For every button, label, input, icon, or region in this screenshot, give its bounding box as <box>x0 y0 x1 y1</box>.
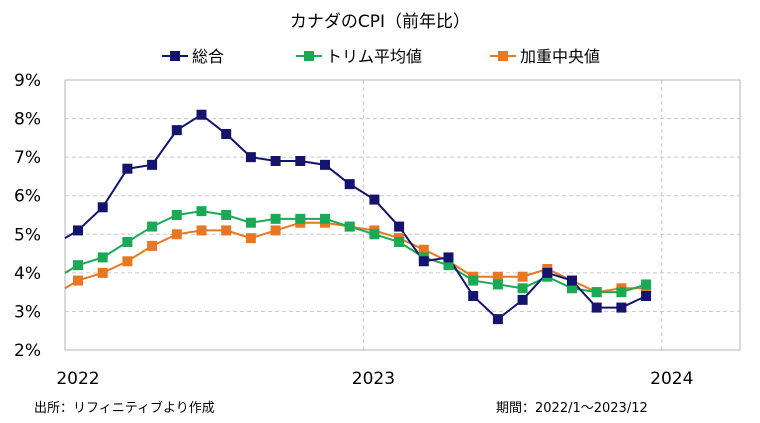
grid-lines <box>65 79 740 350</box>
y-tick-label: 4% <box>14 264 41 284</box>
data-point <box>196 109 207 120</box>
data-point <box>221 129 232 139</box>
data-point <box>147 240 158 251</box>
x-tick-label: 2022 <box>56 369 99 389</box>
data-point <box>468 275 479 286</box>
data-point <box>492 314 503 325</box>
data-point <box>147 159 158 170</box>
data-point <box>369 229 380 240</box>
data-point <box>122 256 133 267</box>
data-point <box>591 302 602 313</box>
data-point <box>171 125 182 136</box>
data-point <box>245 233 256 244</box>
data-point <box>97 267 108 278</box>
legend-label: 加重中央値 <box>520 47 600 66</box>
data-point <box>270 213 281 224</box>
data-point <box>221 225 232 236</box>
y-tick-labels: 2% 3% 4% 5% 6% 7% 8% 9% <box>14 71 41 361</box>
x-tick-labels: 2022 2023 2024 <box>56 369 693 389</box>
data-point <box>295 156 306 166</box>
data-point <box>245 152 256 163</box>
data-point <box>295 213 306 224</box>
x-tick-label: 2023 <box>352 369 395 389</box>
data-point <box>468 291 479 301</box>
data-point <box>567 283 577 294</box>
data-point <box>122 163 133 174</box>
data-point <box>443 252 454 263</box>
data-point <box>418 244 429 255</box>
data-point <box>270 225 281 236</box>
x-tick-label: 2024 <box>650 369 693 389</box>
data-point <box>369 194 380 205</box>
data-point <box>122 237 133 247</box>
data-point <box>97 202 108 213</box>
data-point <box>517 294 528 305</box>
data-point <box>517 283 528 294</box>
data-point <box>73 275 83 286</box>
data-point <box>270 156 281 166</box>
data-point <box>171 229 182 240</box>
legend: 総合 トリム平均値 加重中央値 <box>162 47 600 66</box>
data-point <box>394 221 405 232</box>
legend-marker <box>498 51 508 61</box>
data-point <box>394 237 405 247</box>
axes <box>64 79 741 351</box>
y-tick-label: 3% <box>14 302 41 322</box>
series-markers <box>73 109 652 325</box>
legend-label: トリム平均値 <box>326 47 422 66</box>
data-point <box>221 210 232 220</box>
legend-marker <box>304 51 314 61</box>
data-point <box>171 210 182 220</box>
chart-title: カナダのCPI（前年比） <box>290 12 470 32</box>
y-tick-label: 9% <box>14 71 41 91</box>
data-point <box>641 279 652 290</box>
data-point <box>196 206 207 217</box>
series-line <box>64 113 647 321</box>
data-point <box>320 159 330 170</box>
legend-marker <box>170 51 180 61</box>
data-point <box>344 179 355 190</box>
y-tick-label: 2% <box>14 341 41 361</box>
data-point <box>73 260 83 271</box>
data-point <box>542 267 553 278</box>
y-tick-label: 7% <box>14 148 41 168</box>
data-point <box>245 217 256 228</box>
data-point <box>320 213 330 224</box>
data-point <box>418 256 429 267</box>
data-point <box>147 221 158 232</box>
data-point <box>73 225 83 236</box>
y-tick-label: 6% <box>14 187 41 207</box>
data-point <box>344 221 355 232</box>
legend-label: 総合 <box>192 47 224 66</box>
data-point <box>616 287 627 298</box>
period-note: 期間：2022/1～2023/12 <box>496 401 648 416</box>
plot-border <box>64 79 741 351</box>
data-point <box>97 252 108 263</box>
data-point <box>517 271 528 282</box>
data-point <box>443 260 454 271</box>
data-point <box>196 225 207 236</box>
data-point <box>492 271 503 282</box>
y-tick-label: 8% <box>14 110 41 130</box>
source-note: 出所：リフィニティブより作成 <box>34 400 215 416</box>
data-point <box>616 302 627 313</box>
data-point <box>567 275 577 286</box>
data-point <box>591 287 602 298</box>
series-lines <box>64 113 647 321</box>
data-point <box>641 291 652 301</box>
data-point <box>492 279 503 290</box>
y-tick-label: 5% <box>14 225 41 245</box>
